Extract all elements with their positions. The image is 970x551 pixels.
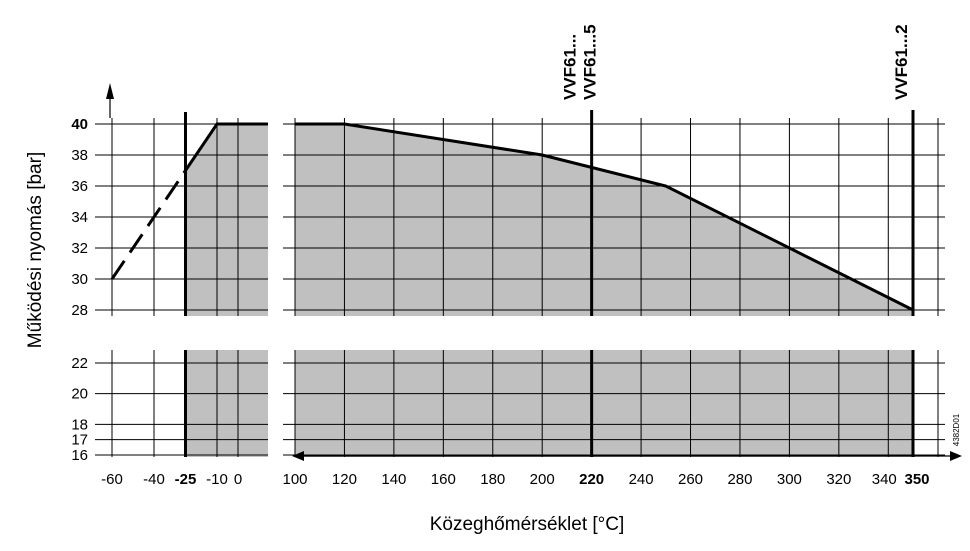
right-lower-shaded-area [295,350,913,457]
x-tick-label: 200 [530,471,555,488]
x-tick-label: -10 [206,471,228,488]
x-tick-label: 160 [431,471,456,488]
x-tick-label: -60 [101,471,123,488]
left-upper-shaded-area [185,124,268,316]
x-tick-label: 320 [826,471,851,488]
y-tick-label: 22 [71,355,88,372]
vertical-marker-label: VVF61...2 [892,24,911,100]
x-range-arrow-left [292,451,304,461]
y-tick-label: 17 [71,432,88,449]
x-tick-label: 240 [629,471,654,488]
vertical-marker-label: VVF61...5 [581,24,600,100]
left-lower-shaded-area [185,350,268,457]
y-tick-label: 36 [71,178,88,195]
x-tick-label: 180 [480,471,505,488]
x-tick-label: 340 [872,471,897,488]
y-tick-label: 34 [71,209,88,226]
vertical-marker-label: VVF61... [561,34,580,100]
y-axis-label: Működési nyomás [bar] [25,152,46,348]
x-tick-label: 220 [579,471,604,488]
x-axis-label: Közeghőmérséklet [°C] [430,514,625,535]
x-tick-label: 140 [381,471,406,488]
left-limit-line [184,122,268,172]
y-axis-arrow-head [106,83,114,99]
x-tick-label: 350 [904,471,929,488]
y-tick-label: 20 [71,386,88,403]
dashed-limit-line [110,169,187,280]
y-tick-label: 18 [71,416,88,433]
y-tick-label: 30 [71,271,88,288]
x-tick-label: 260 [678,471,703,488]
x-tick-label: -40 [143,471,165,488]
x-tick-label: 300 [777,471,802,488]
y-tick-label: 38 [71,147,88,164]
drawing-code: 4382D01 [952,413,961,446]
x-range-arrow-right [950,451,962,461]
x-tick-label: 100 [282,471,307,488]
right-upper-shaded-area [295,124,913,316]
right-limit-line [295,122,914,312]
y-tick-label: 32 [71,240,88,257]
y-tick-label: 16 [71,447,88,464]
x-tick-label: 280 [727,471,752,488]
x-tick-label: -25 [175,471,197,488]
y-tick-label: 40 [71,116,88,133]
x-tick-label: 0 [234,471,242,488]
y-tick-label: 28 [71,302,88,319]
x-tick-label: 120 [332,471,357,488]
